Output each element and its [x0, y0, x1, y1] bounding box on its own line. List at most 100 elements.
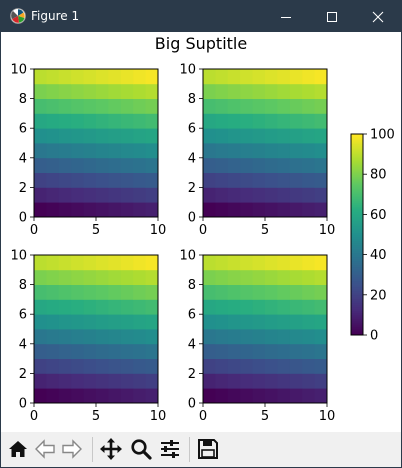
colorbar-segment: [351, 162, 363, 165]
heatmap-cell: [215, 314, 229, 330]
heatmap-cell: [314, 284, 328, 300]
heatmap-cell: [265, 299, 278, 315]
colorbar-segment: [351, 222, 363, 225]
heatmap-cell: [133, 373, 146, 389]
pan-button[interactable]: [98, 435, 124, 463]
colorbar-segment: [351, 326, 363, 330]
heatmap-cell: [83, 202, 97, 218]
heatmap-cell: [314, 128, 328, 144]
heatmap-cell: [252, 255, 266, 271]
colorbar-segment: [351, 242, 363, 246]
heatmap-cell: [277, 314, 291, 330]
heatmap-cell: [203, 299, 216, 315]
heatmap-cell: [120, 284, 134, 300]
heatmap-cell: [289, 143, 303, 159]
heatmap-cell: [215, 284, 229, 300]
heatmap-cell: [252, 143, 266, 159]
minimize-icon: [281, 16, 291, 18]
heatmap-cell: [96, 284, 109, 300]
heatmap-cell: [108, 343, 122, 359]
colorbar-segment: [351, 314, 363, 318]
heatmap-cell: [34, 255, 47, 271]
heatmap-cell: [108, 172, 122, 188]
colorbar-segment: [351, 232, 363, 235]
heatmap-cell: [203, 255, 216, 271]
heatmap-cell: [203, 343, 216, 359]
colorbar-segment: [351, 180, 363, 183]
heatmap-cell: [203, 187, 216, 203]
forward-button[interactable]: [59, 435, 85, 463]
colorbar-segment: [351, 238, 363, 242]
y-tick-label: 4: [188, 151, 196, 166]
heatmap-cell: [215, 69, 229, 85]
colorbar-tick-label: 60: [370, 208, 387, 223]
heatmap-cell: [58, 299, 72, 315]
heatmap-cell: [145, 98, 159, 114]
heatmap-cell: [46, 98, 60, 114]
figure-canvas[interactable]: Big Suptitle 0 5 10 0 2 4 6 8 10 0 5 10 0 2 4 6 8 10 0 5 10 0…: [1, 32, 401, 432]
heatmap-cell: [252, 373, 266, 389]
heatmap-cell: [265, 83, 278, 99]
close-button[interactable]: [355, 1, 401, 32]
maximize-button[interactable]: [309, 1, 355, 32]
heatmap-cell: [120, 187, 134, 203]
y-tick-label: 6: [19, 308, 27, 323]
heatmap-cell: [145, 128, 159, 144]
heatmap-cell: [227, 255, 241, 271]
heatmap-cell: [71, 83, 84, 99]
colorbar-segment: [351, 272, 363, 276]
heatmap-cell: [58, 329, 72, 345]
heatmap-cell: [96, 314, 109, 330]
heatmap-cell: [71, 172, 84, 188]
x-tick-label: 10: [319, 409, 336, 424]
heatmap-cell: [96, 388, 109, 404]
heatmap-cell: [108, 358, 122, 374]
colorbar-segment: [351, 298, 363, 302]
heatmap-cell: [314, 255, 328, 271]
heatmap-cell: [58, 143, 72, 159]
minimize-button[interactable]: [263, 1, 309, 32]
heatmap-cell: [46, 255, 60, 271]
heatmap-cell: [240, 143, 253, 159]
x-tick-label: 0: [199, 223, 207, 238]
heatmap-cell: [34, 373, 47, 389]
heatmap-cell: [58, 128, 72, 144]
heatmap-cell: [58, 373, 72, 389]
colorbar-segment: [351, 188, 363, 191]
heatmap-cell: [314, 172, 328, 188]
heatmap-cell: [96, 98, 109, 114]
heatmap-cell: [133, 69, 146, 85]
title-bar[interactable]: Figure 1: [1, 1, 401, 32]
save-button[interactable]: [195, 435, 221, 463]
colorbar-segment: [351, 236, 363, 240]
colorbar-tick-label: 20: [370, 288, 387, 303]
heatmap-cell: [83, 329, 97, 345]
colorbar-segment: [351, 144, 363, 147]
colorbar-segment: [351, 172, 363, 175]
heatmap-cell: [108, 187, 122, 203]
heatmap-cell: [145, 299, 159, 315]
colorbar-frame: [350, 133, 364, 336]
back-button[interactable]: [32, 435, 58, 463]
home-button[interactable]: [5, 435, 31, 463]
heatmap-cell: [71, 388, 84, 404]
colorbar-segment: [351, 204, 363, 207]
heatmap-cell: [240, 269, 253, 285]
colorbar-segment: [351, 278, 363, 282]
y-tick-label: 10: [179, 63, 196, 78]
zoom-button[interactable]: [128, 435, 154, 463]
heatmap-cell: [58, 255, 72, 271]
colorbar-segment: [351, 226, 363, 229]
colorbar-segment: [351, 306, 363, 310]
heatmap-cell: [289, 202, 303, 218]
colorbar-segment: [351, 270, 363, 274]
heatmap-cell: [302, 202, 315, 218]
heatmap-cell: [108, 113, 122, 129]
y-tick-label: 2: [19, 367, 27, 382]
x-tick-label: 0: [199, 409, 207, 424]
heatmap-cell: [96, 113, 109, 129]
heatmap-cell: [71, 98, 84, 114]
configure-subplots-button[interactable]: [157, 435, 183, 463]
heatmap-cell: [265, 343, 278, 359]
heatmap-cell: [83, 299, 97, 315]
